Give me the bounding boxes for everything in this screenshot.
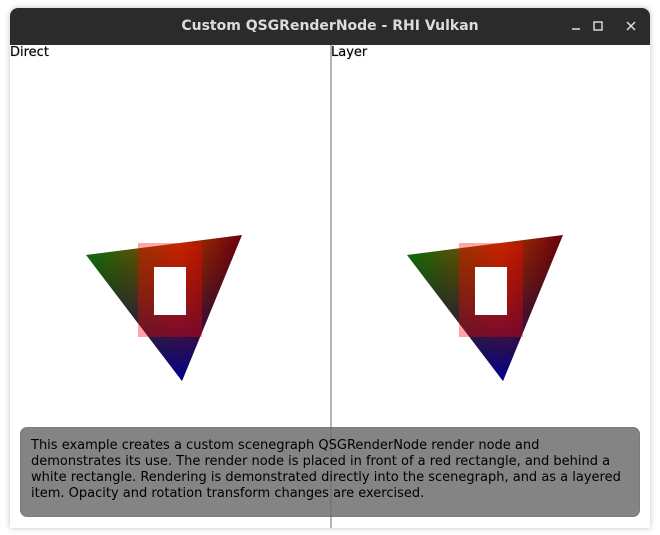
white-rectangle — [154, 267, 186, 315]
direct-label: Direct — [10, 45, 49, 60]
title-bar[interactable]: Custom QSGRenderNode - RHI Vulkan — [10, 8, 650, 45]
window-title: Custom QSGRenderNode - RHI Vulkan — [181, 18, 479, 34]
maximize-icon — [593, 21, 603, 31]
white-rectangle — [475, 267, 507, 315]
info-text: This example creates a custom scenegraph… — [31, 438, 621, 501]
close-button[interactable] — [619, 14, 643, 38]
layer-render-scene — [407, 235, 563, 381]
panel-divider — [330, 45, 332, 528]
minimize-button[interactable] — [564, 14, 588, 38]
layer-label: Layer — [331, 45, 368, 60]
app-window: Custom QSGRenderNode - RHI Vulkan Direct — [10, 8, 650, 528]
close-icon — [626, 21, 636, 31]
maximize-button[interactable] — [586, 14, 610, 38]
direct-render-scene — [86, 235, 242, 381]
minimize-icon — [572, 28, 580, 30]
layer-panel: Layer — [331, 45, 650, 528]
content-area: Direct — [10, 45, 650, 528]
direct-panel: Direct — [10, 45, 330, 528]
info-overlay: This example creates a custom scenegraph… — [20, 427, 640, 517]
